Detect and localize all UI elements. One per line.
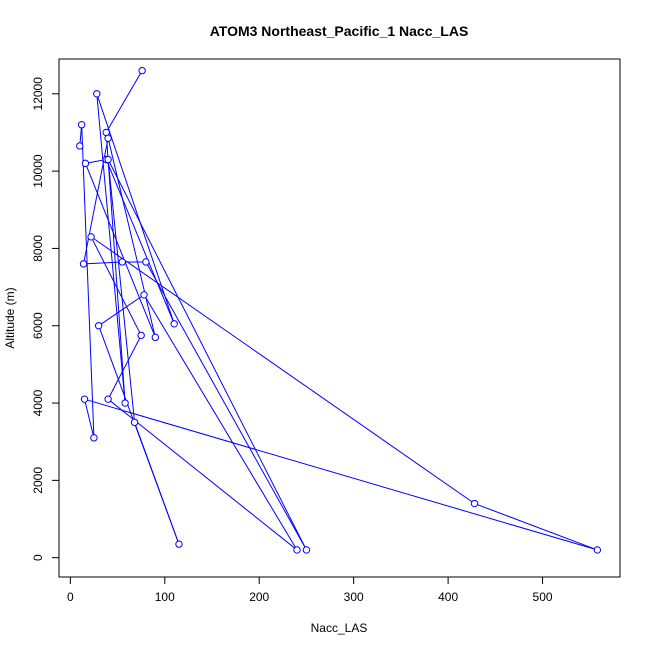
y-tick-label: 10000 (31, 154, 45, 188)
series-segment (88, 159, 104, 164)
data-point (293, 546, 301, 554)
data-point (151, 333, 160, 342)
data-point (77, 121, 86, 129)
series-segment (99, 328, 179, 542)
series-segment (147, 264, 306, 548)
y-tick-label: 4000 (31, 389, 45, 416)
series-segment (96, 96, 126, 400)
y-tick-label: 2000 (31, 467, 45, 494)
series-segment (145, 297, 296, 548)
data-point (104, 395, 112, 403)
data-point (140, 291, 148, 299)
data-point (142, 258, 150, 266)
series-segment (105, 135, 126, 400)
data-point (118, 258, 126, 266)
series-segment (107, 73, 141, 130)
data-point (81, 159, 90, 168)
y-tick-label: 12000 (31, 77, 45, 111)
data-point (94, 322, 103, 330)
x-tick-label: 500 (533, 590, 553, 604)
series-segment (92, 239, 141, 333)
x-tick-label: 300 (344, 590, 364, 604)
data-point (121, 399, 129, 407)
data-point (302, 546, 311, 554)
series-segment (107, 162, 135, 420)
y-axis: 0 2000 4000 6000 8000 10000 12000 (31, 77, 60, 561)
data-point (138, 66, 146, 75)
data-point (470, 499, 479, 508)
series-segment (110, 400, 295, 549)
data-point (175, 540, 183, 548)
series-segment (97, 96, 174, 321)
series-segment (109, 162, 306, 548)
data-point (80, 395, 89, 403)
series-segment (84, 402, 94, 435)
data-point (93, 90, 101, 98)
x-axis-label: Nacc_LAS (311, 621, 368, 635)
series-segment (108, 141, 156, 335)
series-segment (87, 399, 595, 550)
series-segment (477, 504, 595, 550)
data-point (137, 331, 145, 340)
series-segment (109, 338, 141, 397)
plot-frame (58, 58, 621, 578)
data-series (76, 66, 602, 554)
x-tick-label: 400 (438, 590, 458, 604)
data-point (79, 260, 88, 268)
x-tick-label: 100 (155, 590, 175, 604)
series-segment (86, 166, 155, 335)
data-point (90, 434, 98, 442)
series-segment (86, 261, 120, 265)
series-segment (106, 162, 174, 322)
data-point (130, 418, 139, 427)
series-segment (79, 127, 82, 143)
y-tick-label: 0 (31, 554, 45, 561)
y-tick-label: 6000 (31, 312, 45, 339)
series-segment (101, 296, 142, 325)
series-segment (93, 238, 473, 503)
data-point (593, 546, 602, 554)
chart-title: ATOM3 Northeast_Pacific_1 Nacc_LAS (210, 23, 469, 39)
y-tick-label: 8000 (31, 235, 45, 262)
data-point (87, 233, 95, 241)
x-tick-label: 0 (67, 590, 74, 604)
data-point (76, 142, 84, 150)
data-point (104, 155, 112, 164)
data-point (104, 134, 112, 142)
x-axis: 0 100 200 300 400 500 (67, 576, 553, 604)
x-tick-label: 200 (249, 590, 269, 604)
data-point (170, 320, 178, 328)
y-axis-label: Altitude (m) (3, 287, 17, 348)
series-segment (81, 127, 95, 435)
